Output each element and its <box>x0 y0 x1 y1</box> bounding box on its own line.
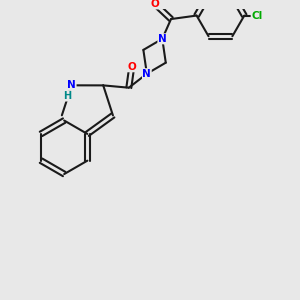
Text: N: N <box>67 80 76 90</box>
Text: O: O <box>151 0 159 9</box>
Text: H: H <box>63 91 71 101</box>
Text: N: N <box>158 34 167 44</box>
Text: O: O <box>128 62 136 72</box>
Text: N: N <box>142 69 151 79</box>
Text: Cl: Cl <box>251 11 262 21</box>
